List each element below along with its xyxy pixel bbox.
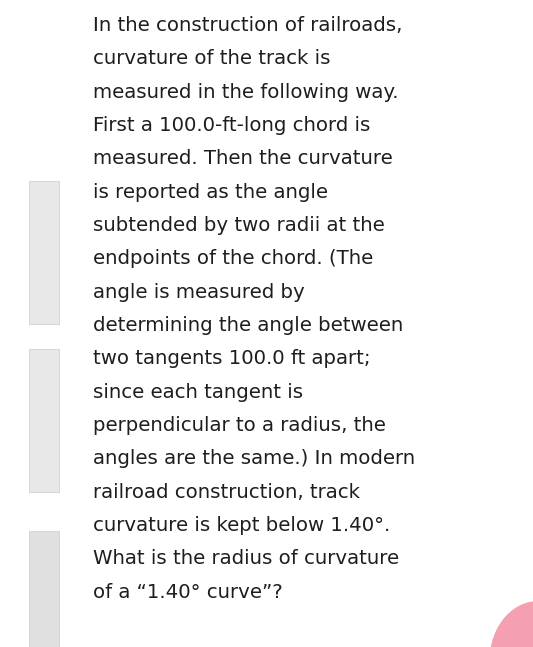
Text: determining the angle between: determining the angle between bbox=[93, 316, 403, 335]
Text: measured in the following way.: measured in the following way. bbox=[93, 83, 399, 102]
Text: two tangents 100.0 ft apart;: two tangents 100.0 ft apart; bbox=[93, 349, 371, 368]
Text: since each tangent is: since each tangent is bbox=[93, 382, 303, 402]
Text: measured. Then the curvature: measured. Then the curvature bbox=[93, 149, 393, 168]
Text: endpoints of the chord. (The: endpoints of the chord. (The bbox=[93, 249, 374, 269]
Circle shape bbox=[490, 602, 533, 647]
Text: In the construction of railroads,: In the construction of railroads, bbox=[93, 16, 402, 35]
Text: First a 100.0-ft-long chord is: First a 100.0-ft-long chord is bbox=[93, 116, 370, 135]
Text: is reported as the angle: is reported as the angle bbox=[93, 182, 328, 202]
Text: railroad construction, track: railroad construction, track bbox=[93, 483, 360, 501]
Text: curvature is kept below 1.40°.: curvature is kept below 1.40°. bbox=[93, 516, 391, 535]
Text: perpendicular to a radius, the: perpendicular to a radius, the bbox=[93, 416, 386, 435]
Text: angle is measured by: angle is measured by bbox=[93, 283, 305, 302]
Text: subtended by two radii at the: subtended by two radii at the bbox=[93, 216, 385, 235]
Bar bbox=[29, 181, 59, 324]
Text: What is the radius of curvature: What is the radius of curvature bbox=[93, 549, 399, 568]
Bar bbox=[29, 349, 59, 492]
Text: of a “1.40° curve”?: of a “1.40° curve”? bbox=[93, 582, 283, 602]
Text: curvature of the track is: curvature of the track is bbox=[93, 50, 331, 69]
Bar bbox=[29, 531, 59, 647]
Text: angles are the same.) In modern: angles are the same.) In modern bbox=[93, 449, 415, 468]
